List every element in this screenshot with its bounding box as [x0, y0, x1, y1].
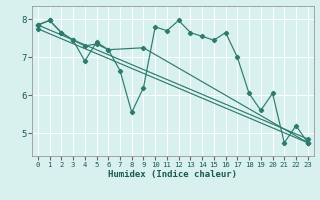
X-axis label: Humidex (Indice chaleur): Humidex (Indice chaleur)	[108, 170, 237, 179]
